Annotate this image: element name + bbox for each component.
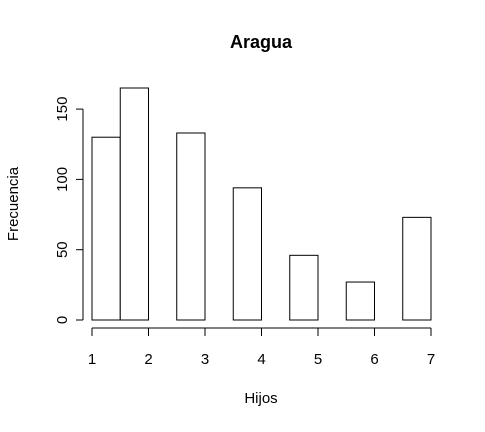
y-tick-label: 150 xyxy=(54,97,71,122)
x-tick-label: 2 xyxy=(144,351,152,368)
y-tick-label: 50 xyxy=(54,241,71,258)
x-axis-label: Hijos xyxy=(244,390,277,407)
x-tick-label: 6 xyxy=(370,351,378,368)
histogram-bar xyxy=(402,216,432,321)
bars-group xyxy=(91,87,432,321)
chart-title: Aragua xyxy=(230,32,293,52)
histogram-bar xyxy=(176,132,206,321)
y-tick-label: 100 xyxy=(54,167,71,192)
histogram-bar xyxy=(289,254,319,321)
x-tick-label: 1 xyxy=(88,351,96,368)
x-tick-label: 7 xyxy=(427,351,435,368)
y-axis-label: Frecuencia xyxy=(5,166,22,241)
histogram-bar xyxy=(345,281,375,321)
x-tick-label: 4 xyxy=(257,351,265,368)
y-axis: 0 50 100 150 xyxy=(54,97,84,324)
y-tick-label: 0 xyxy=(54,316,71,324)
x-tick-label: 5 xyxy=(314,351,322,368)
x-axis: 1 2 3 4 5 6 7 xyxy=(88,327,435,368)
histogram-bar xyxy=(91,136,121,321)
histogram-bar xyxy=(119,87,149,321)
x-tick-label: 3 xyxy=(201,351,209,368)
histogram-bar xyxy=(232,187,262,321)
